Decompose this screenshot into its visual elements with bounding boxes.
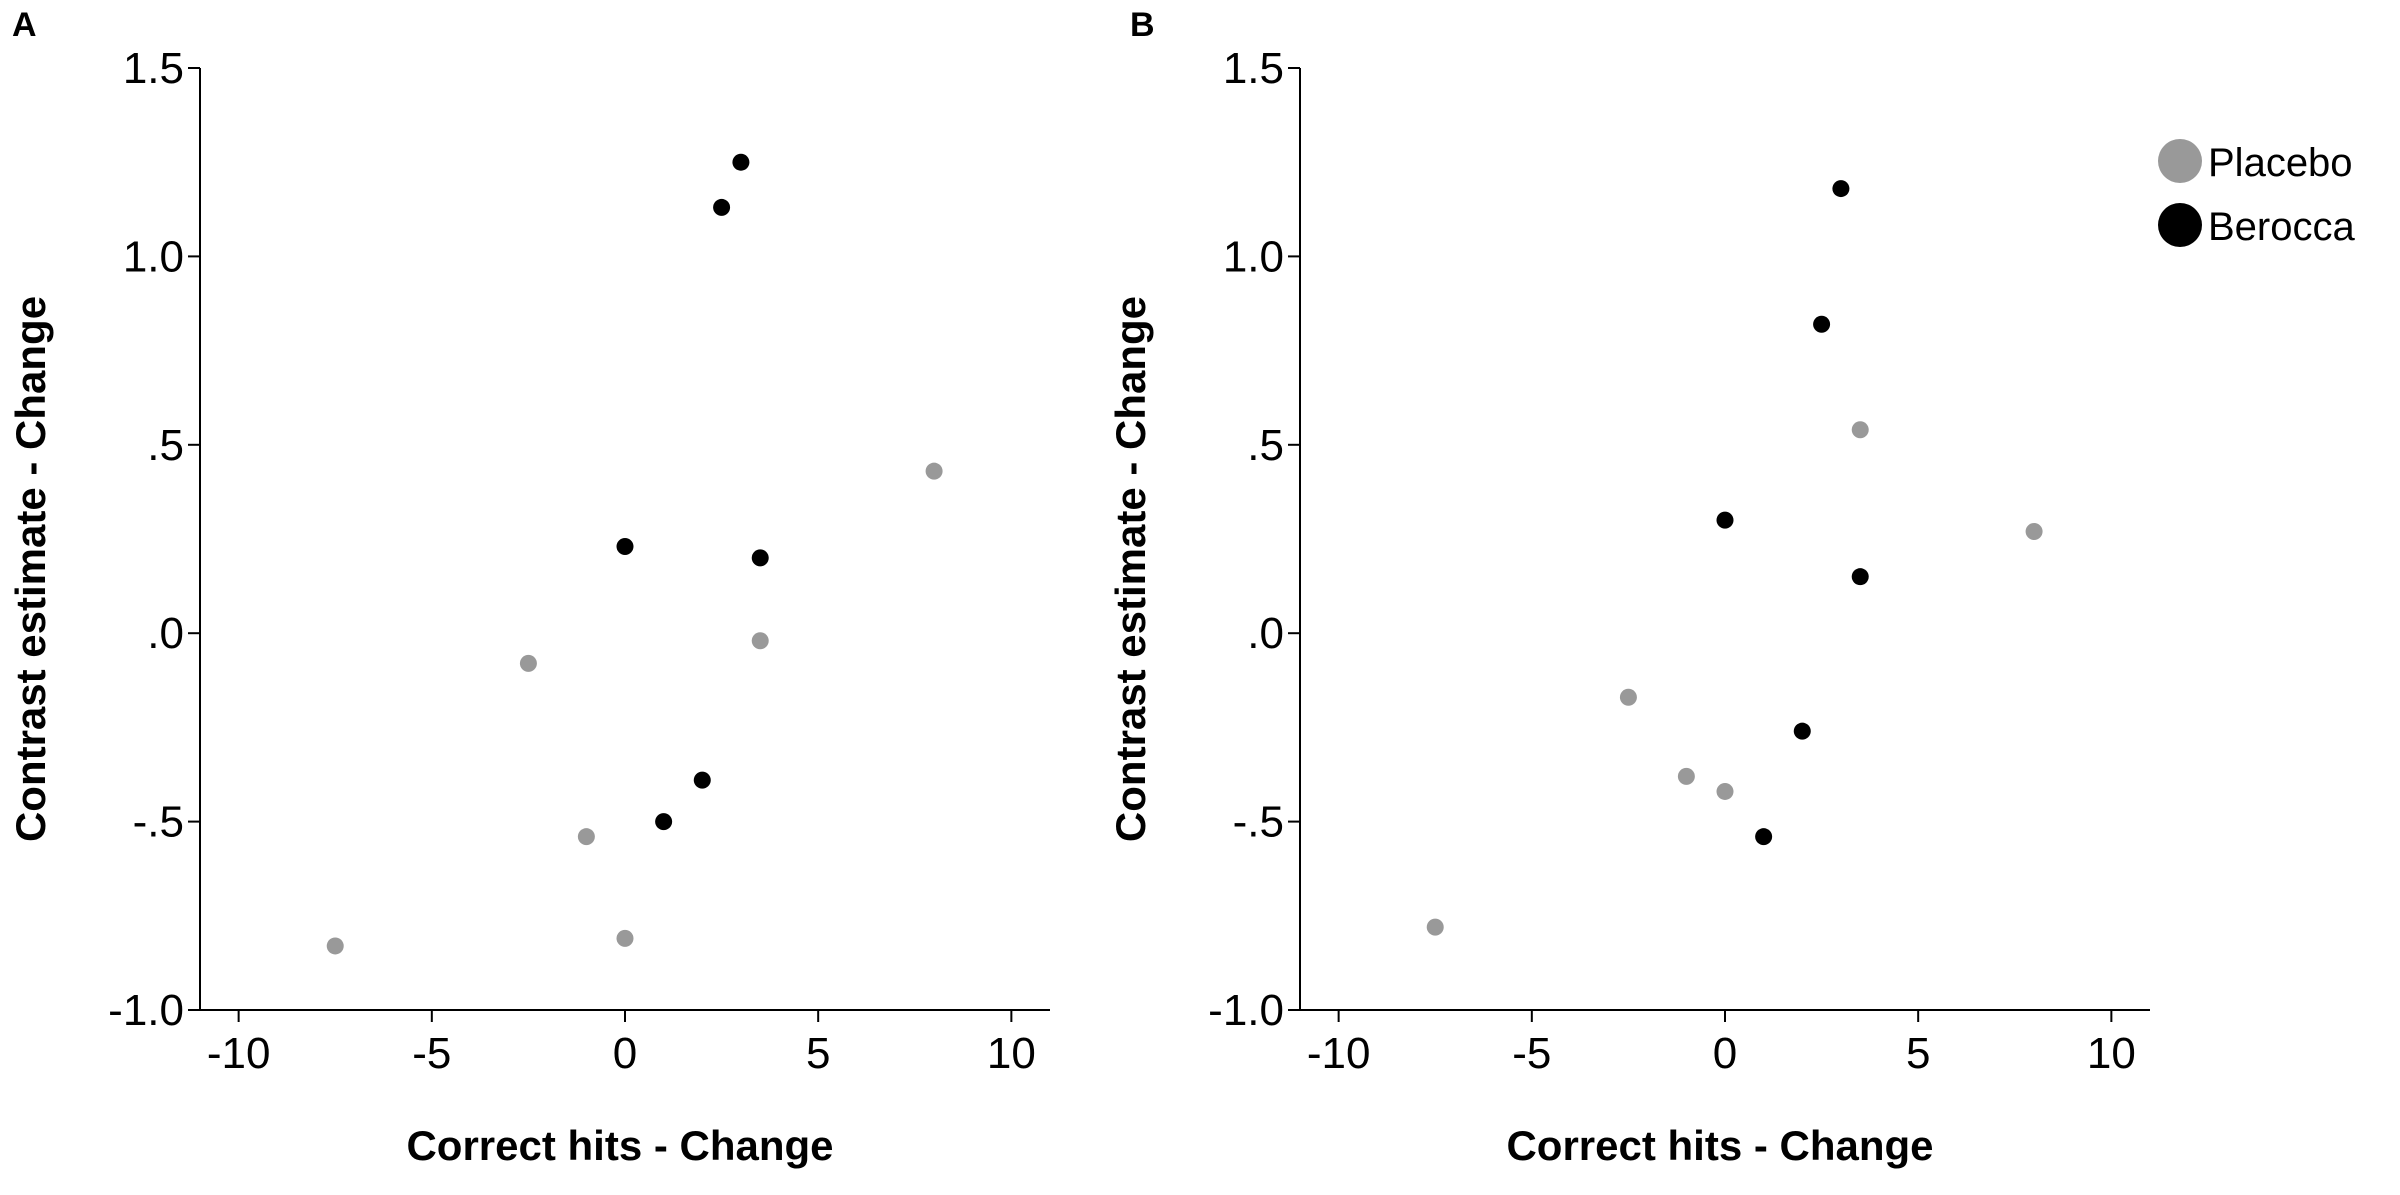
- data-points: [1426, 180, 2043, 936]
- x-axis-label: Correct hits - Change: [1506, 1122, 1933, 1169]
- x-tick-label: 10: [2087, 1029, 2136, 1078]
- panel-letter-a: A: [12, 6, 37, 44]
- y-axis-label: Contrast estimate - Change: [7, 296, 54, 842]
- point-placebo: [925, 462, 943, 480]
- panel-b: B -1.0 -.5 .0 .5 1.0 1.5 -10 -5 0 5 10 Correct hit…: [1107, 6, 2150, 1169]
- y-tick-label: 1.0: [1223, 232, 1284, 281]
- point-placebo: [2025, 522, 2043, 540]
- point-berocca: [751, 549, 769, 567]
- point-placebo: [519, 654, 537, 672]
- point-placebo: [1619, 688, 1637, 706]
- point-berocca: [1716, 511, 1734, 529]
- x-tick-label: 0: [613, 1029, 637, 1078]
- point-berocca: [655, 813, 673, 831]
- point-placebo: [1677, 767, 1695, 785]
- y-tick-label: .0: [147, 609, 184, 658]
- x-tick-label: -10: [1307, 1029, 1371, 1078]
- y-axis-label: Contrast estimate - Change: [1107, 296, 1154, 842]
- point-placebo: [1426, 918, 1444, 936]
- ticks: -1.0 -.5 .0 .5 1.0 1.5 -10 -5 0 5 10: [108, 44, 1036, 1078]
- point-placebo: [616, 929, 634, 947]
- point-berocca: [1793, 722, 1811, 740]
- point-placebo: [577, 828, 595, 846]
- point-berocca: [1832, 180, 1850, 198]
- y-tick-label: .0: [1247, 609, 1284, 658]
- y-tick-label: -1.0: [1208, 986, 1284, 1035]
- point-berocca: [693, 771, 711, 789]
- data-points: [326, 153, 943, 955]
- y-tick-label: .5: [147, 421, 184, 470]
- point-berocca: [713, 198, 731, 216]
- y-tick-label: -.5: [133, 798, 184, 847]
- y-tick-label: 1.0: [123, 232, 184, 281]
- legend-marker-berocca: [2158, 203, 2202, 247]
- panel-a: A -1.0 -.5 .0 .5 1.0 1.5 -10 -5 0 5 10 Correct hit…: [7, 6, 1050, 1169]
- y-tick-label: -1.0: [108, 986, 184, 1035]
- y-tick-label: -.5: [1233, 798, 1284, 847]
- x-axis-label: Correct hits - Change: [406, 1122, 833, 1169]
- panel-letter-b: B: [1130, 6, 1155, 44]
- point-placebo: [751, 632, 769, 650]
- x-tick-label: 5: [806, 1029, 830, 1078]
- point-berocca: [1755, 828, 1773, 846]
- x-tick-label: -10: [207, 1029, 271, 1078]
- point-placebo: [326, 937, 344, 955]
- point-placebo: [1851, 421, 1869, 439]
- x-tick-label: 0: [1713, 1029, 1737, 1078]
- x-tick-label: -5: [412, 1029, 451, 1078]
- x-tick-label: 5: [1906, 1029, 1930, 1078]
- x-tick-label: 10: [987, 1029, 1036, 1078]
- legend: Placebo Berocca: [2158, 139, 2355, 249]
- legend-marker-placebo: [2158, 139, 2202, 183]
- y-tick-label: 1.5: [1223, 44, 1284, 93]
- legend-label-berocca: Berocca: [2208, 205, 2355, 249]
- point-berocca: [732, 153, 750, 171]
- legend-label-placebo: Placebo: [2208, 141, 2353, 185]
- y-tick-label: 1.5: [123, 44, 184, 93]
- y-tick-label: .5: [1247, 421, 1284, 470]
- point-placebo: [1716, 782, 1734, 800]
- point-berocca: [1851, 568, 1869, 586]
- point-berocca: [1813, 315, 1831, 333]
- point-berocca: [616, 538, 634, 556]
- x-tick-label: -5: [1512, 1029, 1551, 1078]
- ticks: -1.0 -.5 .0 .5 1.0 1.5 -10 -5 0 5 10: [1208, 44, 2136, 1078]
